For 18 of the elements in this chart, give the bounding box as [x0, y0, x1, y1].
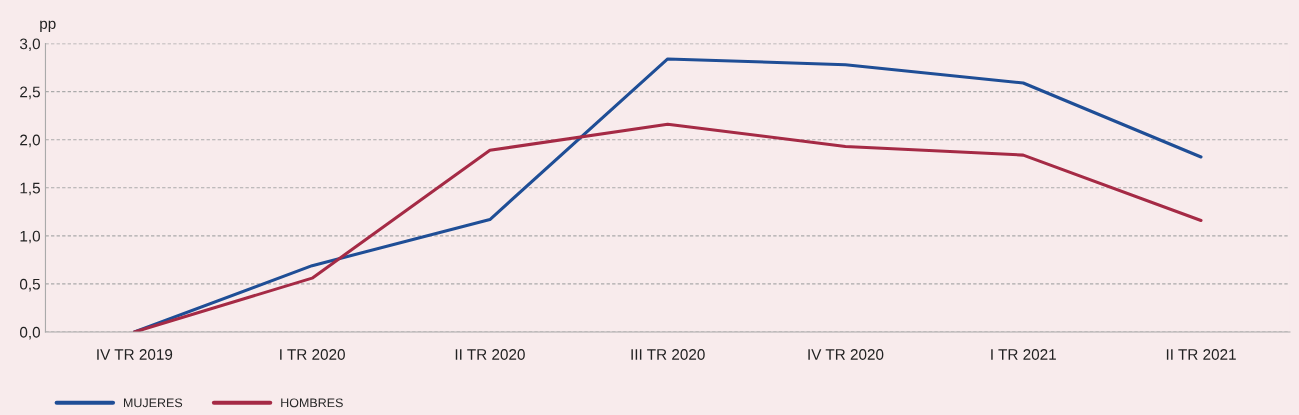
legend-label: HOMBRES	[281, 398, 343, 408]
x-tick-label: III TR 2020	[631, 349, 705, 360]
x-tick-label: IV TR 2019	[97, 349, 173, 360]
y-tick-label: 2,5	[20, 86, 40, 100]
y-tick-label: 3,0	[19, 38, 41, 52]
x-tick-label: IV TR 2020	[808, 349, 884, 360]
x-tick-label: II TR 2020	[455, 349, 525, 360]
legend-label: MUJERES	[123, 398, 183, 408]
y-tick-label: 1,5	[20, 182, 40, 196]
y-tick-label: 0,0	[19, 326, 41, 340]
y-tick-label: 2,0	[20, 134, 41, 148]
y-tick-label: 1,0	[20, 230, 41, 244]
y-axis-title: pp	[40, 20, 56, 33]
x-tick-label: II TR 2021	[1166, 349, 1236, 360]
x-tick-label: I TR 2021	[991, 349, 1056, 360]
line-series	[132, 122, 1203, 332]
y-tick-label: 0,5	[19, 278, 40, 292]
x-tick-label: I TR 2020	[280, 349, 345, 360]
